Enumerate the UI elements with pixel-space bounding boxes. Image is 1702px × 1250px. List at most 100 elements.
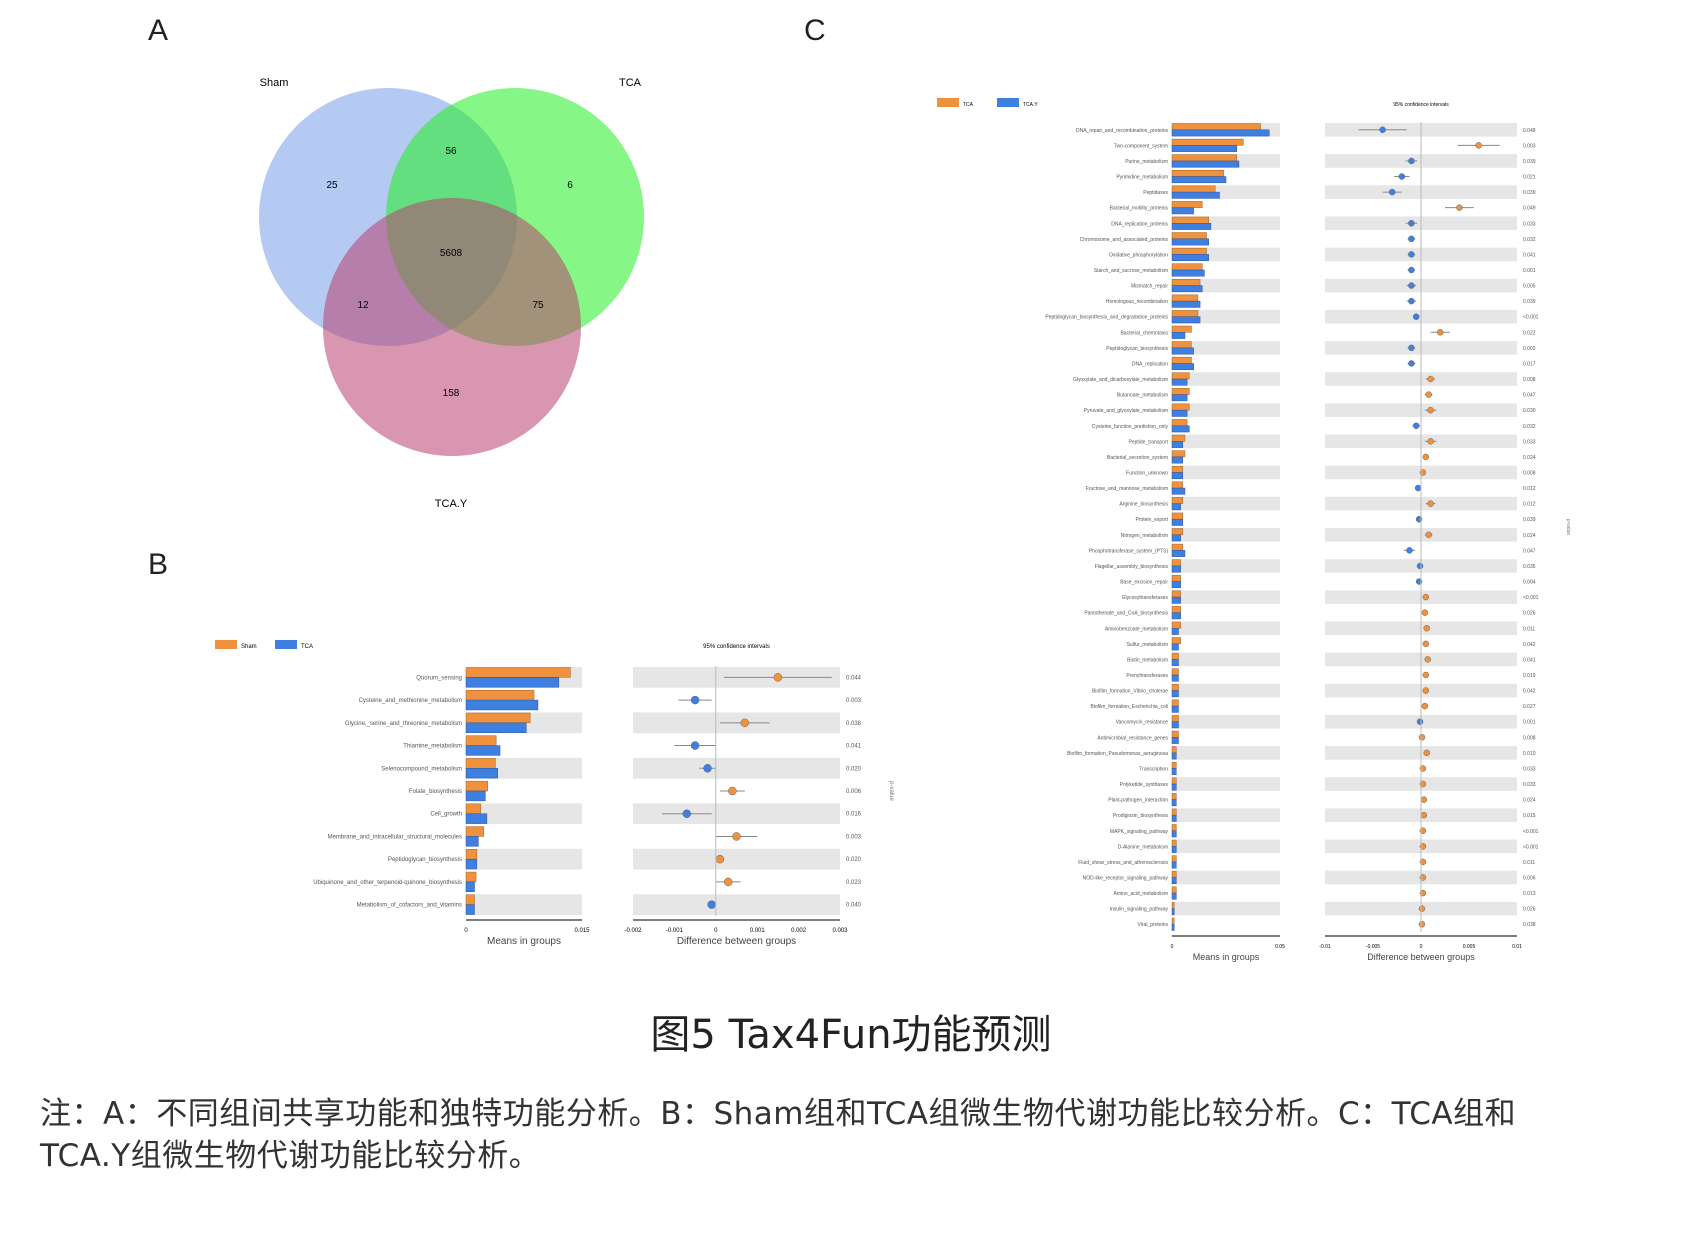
p-value: 0.008 [1523, 377, 1536, 383]
p-value: 0.003 [846, 698, 862, 704]
bar-tca [1171, 138, 1244, 146]
bar-tca [1171, 434, 1186, 442]
difference-point [1408, 157, 1415, 165]
p-value: 0.042 [1523, 642, 1536, 648]
category-label: Membrane_and_intracellular_structural_mo… [328, 834, 462, 840]
bar-tca [465, 745, 501, 756]
category-label: Purine_metabolism [1125, 159, 1168, 165]
category-label: Glyoxylate_and_dicarboxylate_metabolism [1073, 377, 1168, 383]
bar-tca [1171, 839, 1177, 847]
p-value: 0.005 [1523, 284, 1536, 290]
bar-tca.y [1171, 332, 1186, 339]
p-value: 0.040 [846, 903, 862, 909]
row-band [1172, 808, 1280, 822]
bar-tca.y [1171, 596, 1181, 604]
difference-tick-label: 0.01 [1512, 944, 1522, 950]
difference-point [1388, 188, 1396, 196]
category-label: Prenyltransferases [1126, 673, 1168, 679]
legend-swatch-0 [937, 98, 959, 107]
bar-sham [465, 735, 497, 746]
difference-tick-label: 0.001 [750, 928, 766, 934]
category-label: Peptidoglycan_biosynthesis [388, 857, 462, 863]
p-value: 0.039 [1523, 190, 1536, 196]
bar-tca.y [1171, 160, 1240, 168]
bar-tca.y [1171, 534, 1181, 542]
category-label: Sulfur_metabolism [1127, 642, 1168, 648]
venn-circle-tcay [323, 198, 581, 456]
difference-point [1422, 593, 1430, 601]
bar-tca [1171, 559, 1181, 567]
bar-tca [1171, 372, 1190, 380]
category-label: Biofilm_formation_Vibrio_cholerae [1092, 689, 1168, 695]
ci-title: 95% confidence intervals [1393, 102, 1449, 108]
p-value-axis-label: p-value [888, 781, 894, 801]
p-value: <0.001 [1523, 844, 1539, 850]
category-label: Cysteine_and_methionine_metabolism [359, 698, 462, 704]
legend-label-1: TCA.Y [1023, 102, 1038, 108]
bar-tca [1171, 543, 1184, 551]
difference-axis-label: Difference between groups [1367, 952, 1475, 962]
bar-tca [1171, 886, 1177, 894]
category-label: Chromosome_and_associated_proteins [1080, 237, 1169, 243]
means-axis-label: Means in groups [487, 936, 561, 947]
difference-point [1427, 406, 1434, 414]
bar-tca [1171, 201, 1203, 208]
p-value: 0.002 [1523, 346, 1536, 352]
venn-set-label-sham: Sham [260, 77, 289, 89]
bar-tca.y [1171, 783, 1177, 791]
difference-point [1427, 438, 1434, 445]
p-value: 0.001 [1523, 720, 1536, 726]
row-band [633, 757, 840, 779]
p-value: 0.020 [846, 766, 862, 772]
difference-point [1424, 656, 1431, 663]
bar-tca.y [1171, 487, 1186, 495]
category-label: Glycosyltransferases [1122, 595, 1169, 601]
difference-point [1422, 671, 1430, 679]
row-band [466, 848, 582, 870]
panel-label-a: A [148, 14, 169, 47]
row-band [1172, 777, 1280, 791]
category-label: Glycine,_serine_and_threonine_metabolism [345, 721, 462, 727]
difference-point [1420, 796, 1428, 803]
venn-set-label-tca: TCA [619, 77, 642, 89]
bar-sham [465, 826, 485, 837]
difference-point [1456, 204, 1463, 211]
category-label: Prodigiosin_biosynthesis [1113, 813, 1169, 819]
bar-tca.y [1171, 581, 1181, 589]
row-band [1172, 621, 1280, 636]
difference-point [1408, 297, 1415, 305]
p-value: <0.001 [1523, 595, 1539, 601]
bar-tca.y [1171, 768, 1177, 775]
difference-point [707, 900, 716, 909]
difference-tick-label: 0 [1420, 944, 1423, 950]
difference-point [1416, 562, 1424, 570]
difference-point [773, 673, 783, 682]
bar-tca [1171, 247, 1207, 255]
p-value: 0.030 [1523, 408, 1536, 414]
difference-point [690, 741, 700, 750]
difference-tick-label: 0.003 [832, 928, 848, 934]
category-label: Viral_proteins [1138, 922, 1169, 928]
means-tick-label: 0.015 [574, 928, 590, 934]
p-value: 0.011 [1523, 860, 1535, 866]
bar-tca [1171, 216, 1209, 224]
row-band [633, 848, 840, 870]
bar-tca.y [1171, 643, 1179, 651]
bar-tca [1171, 512, 1184, 520]
difference-point [1408, 282, 1415, 289]
bar-tca [1171, 606, 1181, 613]
p-value: 0.039 [1523, 517, 1536, 523]
bar-tca [465, 768, 498, 779]
bar-tca.y [1171, 612, 1181, 620]
venn-count-sham-tcay: 12 [357, 300, 369, 311]
p-value-axis-label: p-value [1565, 519, 1571, 536]
bar-tca.y [1171, 908, 1175, 916]
chart-panel-b: Sham TCA 95% confidence intervals Quorum_se… [215, 640, 894, 947]
bar-tca.y [1171, 409, 1188, 417]
bar-tca [465, 881, 475, 893]
bar-tca [1171, 450, 1186, 458]
difference-point [1421, 702, 1429, 710]
bar-tca.y [1171, 456, 1184, 464]
category-label: Pyruvate_and_glyoxylate_metabolism [1084, 408, 1168, 414]
bar-tca [1171, 808, 1177, 816]
